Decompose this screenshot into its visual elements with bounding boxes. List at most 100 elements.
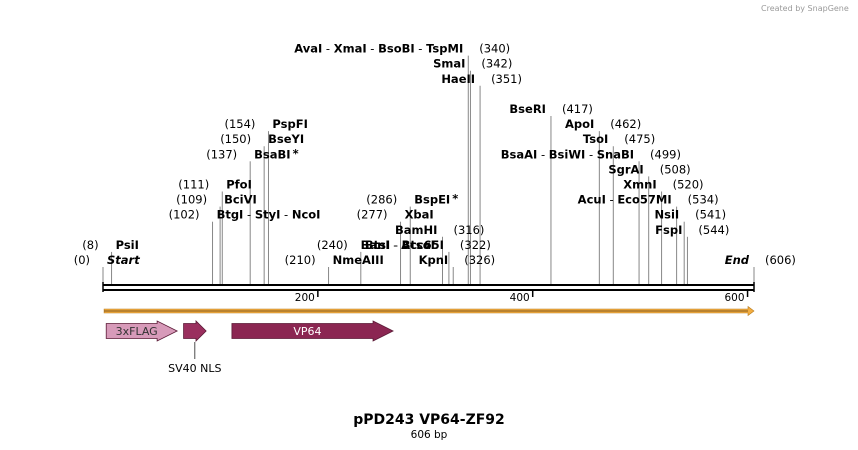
site-separator: -: [585, 147, 596, 161]
site-position: (109): [176, 193, 207, 207]
site-tsoi[interactable]: TsoI (475): [583, 132, 655, 146]
site-nsii[interactable]: NsiI (541): [654, 208, 726, 222]
site-names: AvaI - XmaI - BsoBI - TspMI: [294, 42, 463, 56]
site-names: HaeII: [441, 72, 475, 86]
enzyme-name: AvaI: [294, 42, 322, 56]
site-labels: Start(0)PsiI(8)BtgI - StyI - NcoI(102)Bc…: [74, 42, 796, 267]
site-bseyi[interactable]: BseYI (150): [220, 132, 304, 146]
site-separator: -: [415, 42, 426, 56]
enzyme-name: BspEI: [414, 193, 450, 207]
enzyme-name: ApoI: [565, 117, 594, 131]
site-psii[interactable]: PsiI (8): [82, 238, 139, 252]
site-pfoi[interactable]: PfoI (111): [178, 178, 252, 192]
site-names: AcuI - Eco57MI: [578, 193, 672, 207]
site-position: (150): [220, 132, 251, 146]
enzyme-name: XmaI: [334, 42, 367, 56]
site-acui[interactable]: AcuI - Eco57MI (534): [578, 193, 719, 207]
methylation-star: *: [293, 146, 299, 160]
feature-vp64[interactable]: VP64: [231, 320, 394, 342]
site-bseri[interactable]: BseRI (417): [509, 102, 592, 116]
site-names: NsiI: [654, 208, 679, 222]
site-kpni[interactable]: KpnI (326): [419, 253, 496, 267]
site-names: BtgI - StyI - NcoI: [217, 208, 321, 222]
enzyme-name: BanI: [361, 238, 390, 252]
site-names: XmnI: [623, 178, 656, 192]
map-length: 606 bp: [411, 429, 448, 441]
site-bamhi[interactable]: BamHI (316): [395, 223, 484, 237]
enzyme-name: Start: [107, 253, 140, 267]
enzyme-name: SgrAI: [608, 162, 643, 176]
site-bsaai[interactable]: BsaAI - BsiWI - SnaBI (499): [501, 147, 681, 161]
site-btgi[interactable]: BtgI - StyI - NcoI (102): [169, 208, 321, 222]
site-end[interactable]: End (606): [725, 253, 796, 267]
site-names: NmeAIII: [333, 253, 384, 267]
site-position: (111): [178, 178, 209, 192]
enzyme-name: SmaI: [433, 57, 465, 71]
site-lines: [102, 55, 755, 284]
enzyme-name: Eco57MI: [617, 193, 671, 207]
site-position: (8): [82, 238, 98, 252]
site-xbai[interactable]: XbaI (277): [357, 208, 434, 222]
site-btsi[interactable]: BtsI - BtsαI (240): [317, 238, 435, 252]
site-nmeaiii[interactable]: NmeAIII (210): [285, 253, 384, 267]
site-separator: -: [367, 42, 378, 56]
site-pspfi[interactable]: PspFI (154): [224, 117, 307, 131]
site-position: (102): [169, 208, 200, 222]
site-separator: -: [243, 208, 254, 222]
site-bspei[interactable]: BspEI * (286): [366, 192, 458, 207]
site-apoi[interactable]: ApoI (462): [565, 117, 641, 131]
site-fspi[interactable]: FspI (544): [655, 223, 729, 237]
site-position: (544): [698, 223, 729, 237]
site-smai[interactable]: SmaI (342): [433, 57, 512, 71]
axis-ticks: 200 400 600: [295, 291, 749, 304]
site-position: (322): [460, 238, 491, 252]
site-position: (137): [206, 147, 237, 161]
feature-3xflag[interactable]: 3xFLAG: [105, 320, 179, 342]
enzyme-name: KpnI: [419, 253, 449, 267]
site-separator: -: [390, 238, 401, 252]
site-position: (351): [491, 72, 522, 86]
site-position: (342): [481, 57, 512, 71]
site-names: BseRI: [509, 102, 546, 116]
site-position: (462): [610, 117, 641, 131]
feature-arrow: [231, 320, 394, 342]
enzyme-name: TsoI: [583, 132, 608, 146]
backbone-bottom-strand: [103, 289, 754, 291]
enzyme-name: End: [725, 253, 750, 267]
site-sgrai[interactable]: SgrAI (508): [608, 162, 690, 176]
axis-tick-label: 200: [295, 292, 315, 304]
site-position: (520): [673, 178, 704, 192]
enzyme-name: BsoBI: [378, 42, 415, 56]
site-bani[interactable]: BanI - Acc65I (322): [361, 238, 491, 252]
enzyme-name: BseYI: [268, 132, 304, 146]
site-bcivi[interactable]: BciVI (109): [176, 193, 257, 207]
enzyme-name: AcuI: [578, 193, 606, 207]
site-position: (326): [464, 253, 495, 267]
site-start[interactable]: Start (0): [74, 253, 141, 267]
feature-label: SV40 NLS: [168, 362, 221, 375]
enzyme-name: TspMI: [426, 42, 463, 56]
site-position: (286): [366, 193, 397, 207]
enzyme-name: BciVI: [224, 193, 257, 207]
site-position: (541): [695, 208, 726, 222]
feature-sv40-nls[interactable]: SV40 NLS: [168, 320, 222, 375]
enzyme-name: PfoI: [226, 178, 252, 192]
site-position: (277): [357, 208, 388, 222]
enzyme-name: SnaBI: [597, 147, 634, 161]
site-names: XbaI: [405, 208, 434, 222]
enzyme-name: NmeAIII: [333, 253, 384, 267]
site-bsabi[interactable]: BsaBI * (137): [206, 146, 298, 161]
site-haeii[interactable]: HaeII (351): [441, 72, 522, 86]
snapgene-credit: Created by SnapGene: [761, 4, 849, 13]
site-xmni[interactable]: XmnI (520): [623, 178, 703, 192]
site-names: PsiI: [116, 238, 139, 252]
enzyme-name: HaeII: [441, 72, 475, 86]
site-names: BanI - Acc65I: [361, 238, 444, 252]
site-position: (499): [650, 147, 681, 161]
site-names: PspFI: [272, 117, 307, 131]
site-avai[interactable]: AvaI - XmaI - BsoBI - TspMI (340): [294, 42, 510, 56]
enzyme-name: BsiWI: [549, 147, 586, 161]
enzyme-name: FspI: [655, 223, 682, 237]
site-names: KpnI: [419, 253, 449, 267]
